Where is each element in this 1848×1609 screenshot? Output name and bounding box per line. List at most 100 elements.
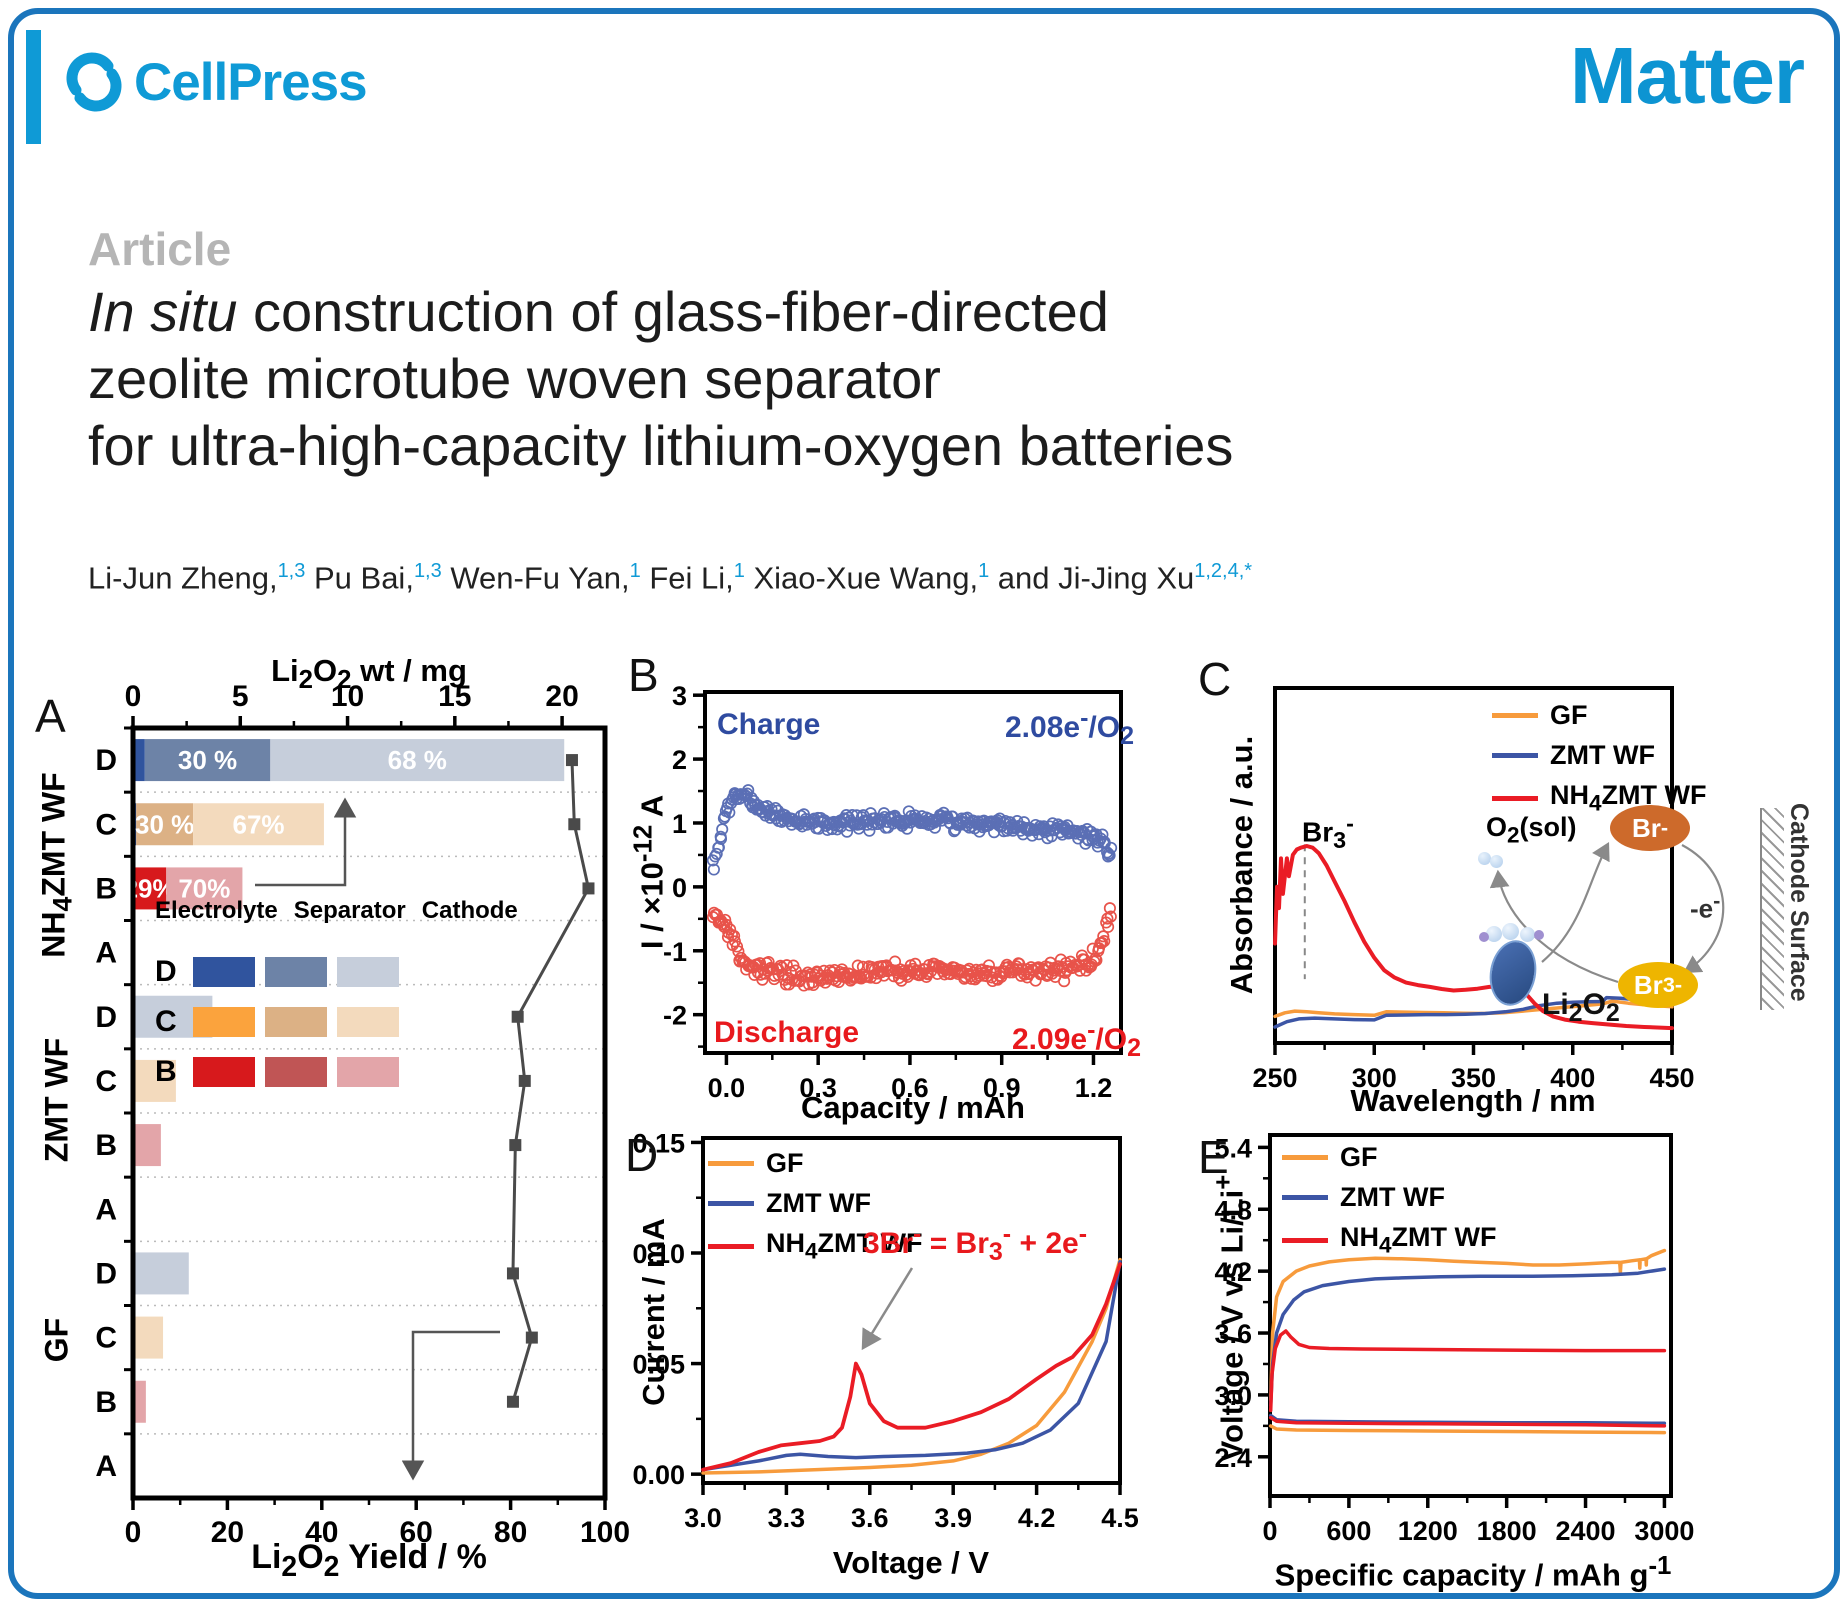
panel-b-label: B: [628, 649, 659, 701]
author-name: and Ji-Jing Xu: [989, 560, 1195, 596]
svg-text:3.9: 3.9: [934, 1503, 972, 1533]
legend-label: NH4ZMT WF: [766, 1228, 923, 1264]
svg-text:0: 0: [125, 680, 142, 713]
svg-text:5.4: 5.4: [1214, 1133, 1252, 1163]
legend-line-swatch: [708, 1201, 754, 1206]
legend-item: ZMT WF: [1492, 740, 1706, 771]
svg-text:40: 40: [305, 1516, 338, 1549]
panel-a-group-label-gf: GF: [38, 1317, 75, 1363]
legend-label: ZMT WF: [766, 1188, 871, 1218]
svg-text:350: 350: [1451, 1063, 1496, 1093]
svg-text:0.9: 0.9: [983, 1073, 1021, 1103]
discharge-label: Discharge: [714, 1016, 860, 1049]
author-list: Li-Jun Zheng,1,3 Pu Bai,1,3 Wen-Fu Yan,1…: [88, 560, 1252, 596]
legend-label: GF: [766, 1148, 804, 1178]
svg-text:30 %: 30 %: [178, 745, 237, 775]
author-name: Pu Bai,: [305, 560, 414, 596]
svg-text:2: 2: [672, 745, 687, 775]
legend-line-swatch: [1492, 713, 1538, 718]
legend-line-swatch: [1492, 753, 1538, 758]
panel-d-label: D: [625, 1129, 659, 1181]
panel-b-y-axis-title: I / ×10-12 A: [629, 794, 670, 950]
svg-text:67%: 67%: [232, 809, 284, 839]
author-name: Fei Li,: [640, 560, 734, 596]
panel-c-legend: GF ZMT WF NH4ZMT WF: [1492, 700, 1706, 825]
panel-a-top-axis-title: Li2O2 wt / mg: [271, 653, 467, 695]
br-anion-node: Br -: [1610, 805, 1690, 851]
adsorbed-o2-icon: [1520, 927, 1535, 942]
legend-item: NH4ZMT WF: [1282, 1222, 1496, 1258]
cathode-surface-hatch: [1762, 808, 1784, 1010]
panel-c: C 250 300 350 400 450 Absorbance / a.u. Wave…: [1190, 640, 1840, 1135]
svg-text:0.15: 0.15: [632, 1128, 685, 1158]
panel-c-y-axis-title: Absorbance / a.u.: [1224, 735, 1259, 995]
panel-d-legend: GF ZMT WF NH4ZMT WF: [708, 1148, 922, 1273]
author-affiliation-sup: 1,3: [277, 560, 306, 582]
svg-text:68 %: 68 %: [388, 745, 447, 775]
panel-a-legend: Electrolyte Separator Cathode D C B: [155, 897, 518, 1105]
svg-text:1.2: 1.2: [1075, 1073, 1113, 1103]
panel-a: A 30 % 68 % D 30 % 67% C 29% 70% B A D C B A D C B A 0 5 10 1…: [25, 645, 645, 1605]
legend-label: GF: [1340, 1142, 1378, 1172]
legend-row-letter: C: [155, 1005, 177, 1038]
legend-line-swatch: [1282, 1195, 1328, 1200]
author-affiliation-sup: 1: [629, 560, 641, 582]
electron-transfer-label: -e-: [1690, 888, 1721, 924]
o2-molecule-icon: [1478, 852, 1491, 865]
svg-text:60: 60: [400, 1516, 433, 1549]
br3-anion-node: Br 3-: [1618, 962, 1698, 1008]
panel-e-chart: 0 600 1200 1800 2400 3000 2.4 3.0 3.6 4.2 4.8 5.4: [1214, 1133, 1694, 1546]
legend-color-swatch: [337, 957, 399, 987]
legend-color-swatch: [193, 1057, 255, 1087]
svg-text:0.00: 0.00: [632, 1460, 685, 1490]
svg-text:0.0: 0.0: [708, 1073, 746, 1103]
cathode-surface-line: [1760, 808, 1762, 1010]
o2-sol-label: O2(sol): [1486, 812, 1577, 848]
li-ion-icon: [1479, 932, 1489, 942]
svg-text:3000: 3000: [1634, 1516, 1694, 1546]
li-ion-icon: [1534, 930, 1544, 940]
charge-electrons-value: 2.08e-/O2: [1005, 704, 1134, 750]
legend-item: GF: [1282, 1142, 1496, 1173]
br3-peak-label: Br3-: [1302, 810, 1354, 853]
legend-color-swatch: [337, 1007, 399, 1037]
panel-c-label: C: [1198, 653, 1232, 705]
svg-text:1200: 1200: [1398, 1516, 1458, 1546]
panel-d-x-axis-title: Voltage / V: [832, 1545, 990, 1580]
panel-b: B 0.0 0.3 0.6 0.9 1.2 3 2 1 0 -1 -2 I / ×10-12 A C…: [620, 640, 1150, 1135]
svg-text:15: 15: [438, 680, 471, 713]
br-oxidation-reaction-label: 3Br- = Br3- + 2e-: [863, 1220, 1088, 1266]
svg-text:A: A: [95, 1450, 117, 1483]
panel-a-bottom-axis-title: Li2O2 Yield / %: [251, 1538, 487, 1583]
svg-text:-1: -1: [663, 937, 687, 967]
svg-text:C: C: [95, 1322, 117, 1355]
svg-text:30 %: 30 %: [135, 809, 194, 839]
svg-text:20: 20: [545, 680, 578, 713]
legend-label: NH4ZMT WF: [1340, 1222, 1497, 1258]
svg-text:450: 450: [1649, 1063, 1694, 1093]
legend-item: GF: [708, 1148, 922, 1179]
svg-text:D: D: [95, 744, 117, 777]
svg-text:C: C: [95, 1065, 117, 1098]
svg-text:2.4: 2.4: [1214, 1443, 1252, 1473]
svg-text:0: 0: [672, 873, 687, 903]
panel-d: D 3.0 3.3 3.6 3.9 4.2 4.5 0.00 0.05 0.10 0.15 Cur…: [620, 1120, 1150, 1609]
panel-d-chart: 3.0 3.3 3.6 3.9 4.2 4.5 0.00 0.05 0.10 0.15: [632, 1128, 1138, 1533]
panel-a-group-label-nh4zmt: NH4ZMT WF: [35, 772, 78, 958]
svg-text:3.6: 3.6: [851, 1503, 889, 1533]
legend-row: C: [155, 1005, 518, 1039]
legend-row-letter: B: [155, 1055, 177, 1088]
legend-color-swatch: [193, 1007, 255, 1037]
author-name: Li-Jun Zheng,: [88, 560, 278, 596]
journal-logo: Matter: [1569, 31, 1805, 120]
discharge-electrons-value: 2.09e-/O2: [1012, 1016, 1141, 1062]
svg-text:0.05: 0.05: [632, 1350, 685, 1380]
legend-column-header: Electrolyte: [155, 897, 278, 924]
legend-color-swatch: [265, 1057, 327, 1087]
legend-color-swatch: [337, 1057, 399, 1087]
legend-color-swatch: [265, 957, 327, 987]
legend-color-swatch: [193, 957, 255, 987]
legend-item: GF: [1492, 700, 1706, 731]
panel-e-x-axis-title: Specific capacity / mAh g-1: [1274, 1552, 1672, 1593]
